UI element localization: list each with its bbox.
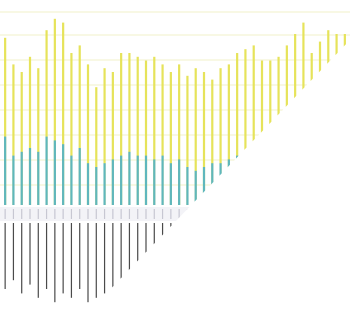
top-bar [219,68,222,205]
x-tick-mark [37,209,39,219]
x-tick-mark [103,209,106,219]
bottom-bar [21,223,23,294]
x-tick-mark [170,209,172,219]
top-bar [70,53,73,205]
bottom-bar [29,223,31,285]
bottom-bar [62,223,64,294]
bottom-bar [103,223,106,294]
top-bar [169,72,172,205]
top-bar [252,45,255,206]
top-bar [178,64,181,206]
top-bar [136,56,139,205]
top-bar [194,68,197,205]
x-tick-mark [54,209,56,219]
top-bar [62,22,65,205]
middle-bar [70,155,73,205]
top-bar [45,30,48,206]
x-tick-mark [95,209,97,219]
bottom-bar [128,223,131,289]
top-bar [95,87,98,205]
top-bar [153,56,156,205]
top-bar [37,68,40,205]
top-bar [128,53,131,205]
middle-bar [194,170,197,205]
x-tick-mark [45,209,48,219]
bottom-bar [95,223,97,298]
middle-bar [153,159,156,205]
bottom-bar [45,223,48,289]
middle-bar [144,155,148,205]
x-tick-mark [145,209,147,219]
middle-bar [161,155,164,205]
top-bar [211,79,214,205]
middle-bar [20,151,23,205]
x-tick-mark [128,209,131,219]
top-bar [161,64,164,206]
middle-bar [136,155,139,205]
top-bar [186,75,189,205]
middle-bar [28,148,32,205]
middle-bar [128,151,131,205]
middle-bar [178,159,181,205]
bottom-bar [37,223,39,298]
top-bar [227,64,230,206]
bottom-bar [137,223,139,294]
x-tick-mark [79,209,81,219]
x-tick-mark [21,209,23,219]
top-bar [111,72,114,205]
x-tick-mark [161,209,164,219]
bottom-bar [70,223,73,298]
bottom-bar [120,223,122,298]
bottom-bar [12,223,15,281]
middle-bar [86,163,90,205]
gridlines [0,11,350,186]
top-bar [78,45,81,206]
middle-bar [78,148,81,205]
x-tick-mark [153,209,155,219]
diagonal-mask [75,40,350,326]
middle-bar [103,163,106,205]
top-bar [86,64,90,206]
middle-bar [120,155,123,205]
middle-bar [111,159,114,205]
middle-bar [4,136,7,205]
middle-bar [45,136,48,205]
x-tick-mark [87,209,89,219]
bottom-bar [54,223,56,303]
middle-bar [202,167,206,205]
middle-bar [169,163,172,205]
middle-bar [12,155,15,205]
top-bar [20,72,23,205]
x-tick-mark [62,209,64,219]
bottom-bar [79,223,81,289]
bottom-bar [112,223,114,303]
x-tick-mark [29,209,31,219]
x-tick-mark [12,209,15,219]
top-bar [202,72,206,205]
top-bar [4,37,7,205]
top-bar [236,53,239,205]
middle-bar [95,167,98,205]
top-bar [103,68,106,205]
top-bar [12,64,15,206]
middle-bar [37,151,40,205]
middle-bar [186,167,189,205]
top-bar [53,18,56,205]
top-bar [244,49,247,206]
x-tick-mark [70,209,73,219]
x-tick-mark [120,209,122,219]
top-bar [144,60,148,205]
bottom-bar [4,223,6,289]
x-tick-mark [112,209,114,219]
x-tick-mark [137,209,139,219]
middle-bar [62,144,65,205]
middle-bar [53,140,56,205]
bottom-bar [87,223,89,303]
x-tick-mark [178,209,180,219]
x-tick-mark [4,209,6,219]
top-bar [120,53,123,205]
top-bar [28,56,32,205]
